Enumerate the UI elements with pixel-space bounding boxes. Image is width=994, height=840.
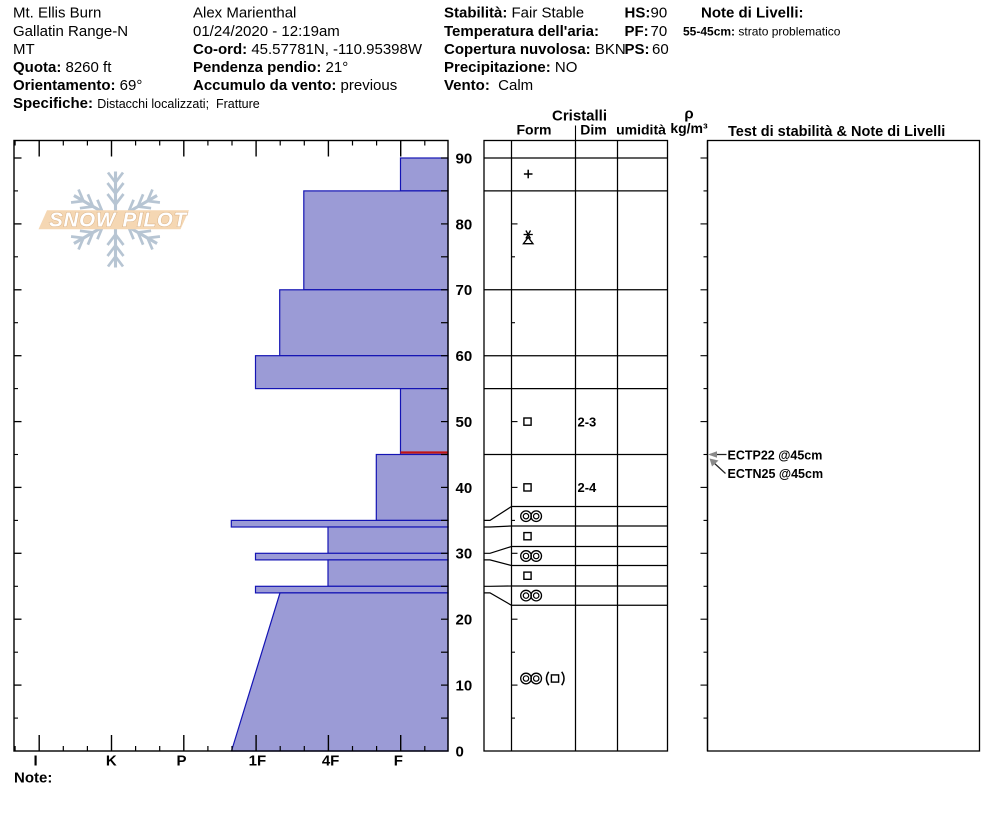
svg-text:PS:: PS: <box>625 41 650 58</box>
svg-text:P: P <box>176 753 186 770</box>
svg-text:umidità: umidità <box>616 122 666 138</box>
svg-text:01/24/2020 - 12:19am: 01/24/2020 - 12:19am <box>193 23 340 40</box>
svg-text:Gallatin Range-N: Gallatin Range-N <box>13 23 128 40</box>
svg-text:Cristalli: Cristalli <box>552 108 607 125</box>
svg-text:I: I <box>34 753 38 770</box>
svg-text:Note di Livelli:: Note di Livelli: <box>701 5 804 22</box>
svg-text:4F: 4F <box>322 753 340 770</box>
svg-text:Copertura nuvolosa: BKN: Copertura nuvolosa: BKN <box>444 41 626 58</box>
svg-text:HS:: HS: <box>625 5 651 22</box>
svg-text:Pendenza pendio: 21°: Pendenza pendio: 21° <box>193 59 348 76</box>
svg-text:70: 70 <box>651 23 668 40</box>
svg-text:Vento: Calm: Vento: Calm <box>444 77 533 94</box>
svg-text:Quota: 8260 ft: Quota: 8260 ft <box>13 59 112 76</box>
svg-text:Orientamento: 69°: Orientamento: 69° <box>13 77 142 94</box>
svg-text:F: F <box>394 753 403 770</box>
svg-text:Alex Marienthal: Alex Marienthal <box>193 5 296 22</box>
svg-text:50: 50 <box>456 414 473 431</box>
svg-text:SNOW PILOT: SNOW PILOT <box>49 209 188 232</box>
svg-text:ρ: ρ <box>684 106 693 123</box>
svg-text:90: 90 <box>651 5 668 22</box>
svg-text:Co-ord: 45.57781N, -110.95398W: Co-ord: 45.57781N, -110.95398W <box>193 41 423 58</box>
svg-text:20: 20 <box>456 612 473 629</box>
svg-text:Note:: Note: <box>14 770 52 787</box>
svg-text:kg/m³: kg/m³ <box>670 120 708 136</box>
svg-text:Dim: Dim <box>580 122 606 138</box>
svg-text:2-3: 2-3 <box>578 414 597 429</box>
svg-text:60: 60 <box>456 348 473 365</box>
svg-text:Temperatura dell'aria:: Temperatura dell'aria: <box>444 23 599 40</box>
svg-text:Specifiche: Distacchi localizz: Specifiche: Distacchi localizzati; Fratt… <box>13 95 260 112</box>
svg-text:80: 80 <box>456 216 473 233</box>
svg-text:Stabilità: Fair Stable: Stabilità: Fair Stable <box>444 5 584 22</box>
svg-text:0: 0 <box>456 743 464 760</box>
svg-text:ECTN25 @45cm: ECTN25 @45cm <box>728 467 824 481</box>
svg-text:Mt. Ellis Burn: Mt. Ellis Burn <box>13 5 101 22</box>
svg-text:40: 40 <box>456 480 473 497</box>
svg-text:70: 70 <box>456 282 473 299</box>
svg-text:Form: Form <box>517 122 552 138</box>
svg-text:60: 60 <box>652 41 669 58</box>
svg-text:30: 30 <box>456 546 473 563</box>
svg-text:ECTP22 @45cm: ECTP22 @45cm <box>728 448 823 462</box>
svg-text:PF:: PF: <box>625 23 649 40</box>
svg-text:Test di stabilità & Note di Li: Test di stabilità & Note di Livelli <box>728 124 945 140</box>
svg-text:90: 90 <box>456 150 473 167</box>
svg-text:K: K <box>106 753 117 770</box>
svg-text:2-4: 2-4 <box>578 480 598 495</box>
svg-text:MT: MT <box>13 41 35 58</box>
svg-text:Precipitazione: NO: Precipitazione: NO <box>444 59 577 76</box>
svg-text:55-45cm: strato problematico: 55-45cm: strato problematico <box>683 24 841 38</box>
svg-text:Accumulo da vento: previous: Accumulo da vento: previous <box>193 77 397 94</box>
svg-text:10: 10 <box>456 678 473 695</box>
svg-text:1F: 1F <box>249 753 267 770</box>
